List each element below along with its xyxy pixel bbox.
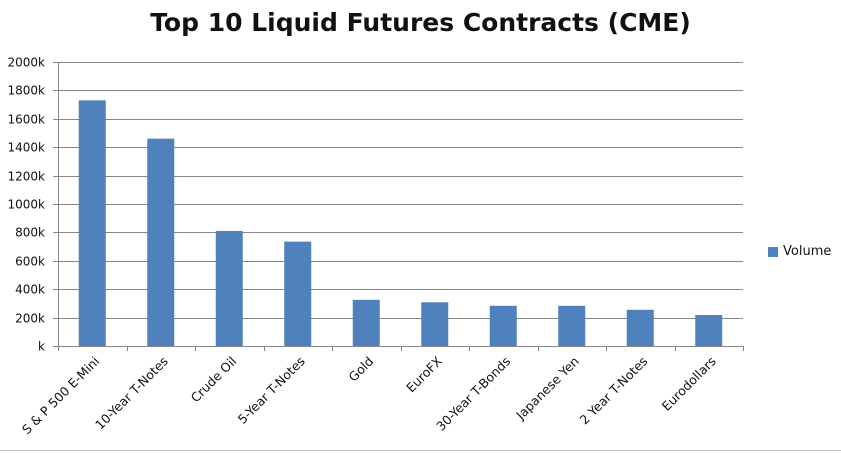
bottom-divider bbox=[0, 450, 841, 451]
y-tick-label: 1400k bbox=[8, 141, 46, 155]
y-tick-label: 600k bbox=[15, 255, 45, 269]
bar bbox=[489, 305, 517, 346]
bar bbox=[352, 299, 380, 346]
y-tick-label: 800k bbox=[15, 226, 45, 240]
legend: Volume bbox=[768, 244, 831, 259]
y-tick-label: 200k bbox=[15, 312, 45, 326]
bar bbox=[78, 100, 106, 346]
x-category-label: 5-Year T-Notes bbox=[235, 354, 308, 427]
chart-title: Top 10 Liquid Futures Contracts (CME) bbox=[150, 8, 691, 37]
bar bbox=[147, 138, 175, 346]
bar bbox=[215, 230, 243, 346]
y-tick-label: 1200k bbox=[8, 170, 46, 184]
y-tick-label: 2000k bbox=[8, 56, 46, 70]
bar bbox=[626, 309, 654, 346]
legend-label: Volume bbox=[783, 244, 832, 259]
bar bbox=[695, 315, 723, 346]
y-tick-label: 400k bbox=[15, 283, 45, 297]
x-category-label: S & P 500 E-Mini bbox=[19, 354, 102, 437]
y-tick-label: 1800k bbox=[8, 84, 46, 98]
x-category-label: 10-Year T-Notes bbox=[92, 354, 171, 433]
bar bbox=[558, 305, 586, 346]
x-category-label: Eurodollars bbox=[659, 354, 719, 414]
x-category-label: 2 Year T-Notes bbox=[577, 354, 651, 428]
y-tick-label: 1600k bbox=[8, 113, 46, 127]
y-tick-label: 1000k bbox=[8, 198, 46, 212]
x-category-label: EuroFX bbox=[403, 353, 445, 395]
y-tick-label: k bbox=[38, 340, 45, 354]
x-category-label: Japanese Yen bbox=[512, 354, 582, 424]
x-category-label: Gold bbox=[345, 354, 376, 385]
x-category-label: 30-Year T-Bonds bbox=[433, 354, 513, 434]
bar bbox=[284, 241, 312, 346]
x-category-label: Crude Oil bbox=[188, 354, 240, 406]
legend-swatch bbox=[768, 246, 778, 257]
bar bbox=[421, 302, 449, 346]
